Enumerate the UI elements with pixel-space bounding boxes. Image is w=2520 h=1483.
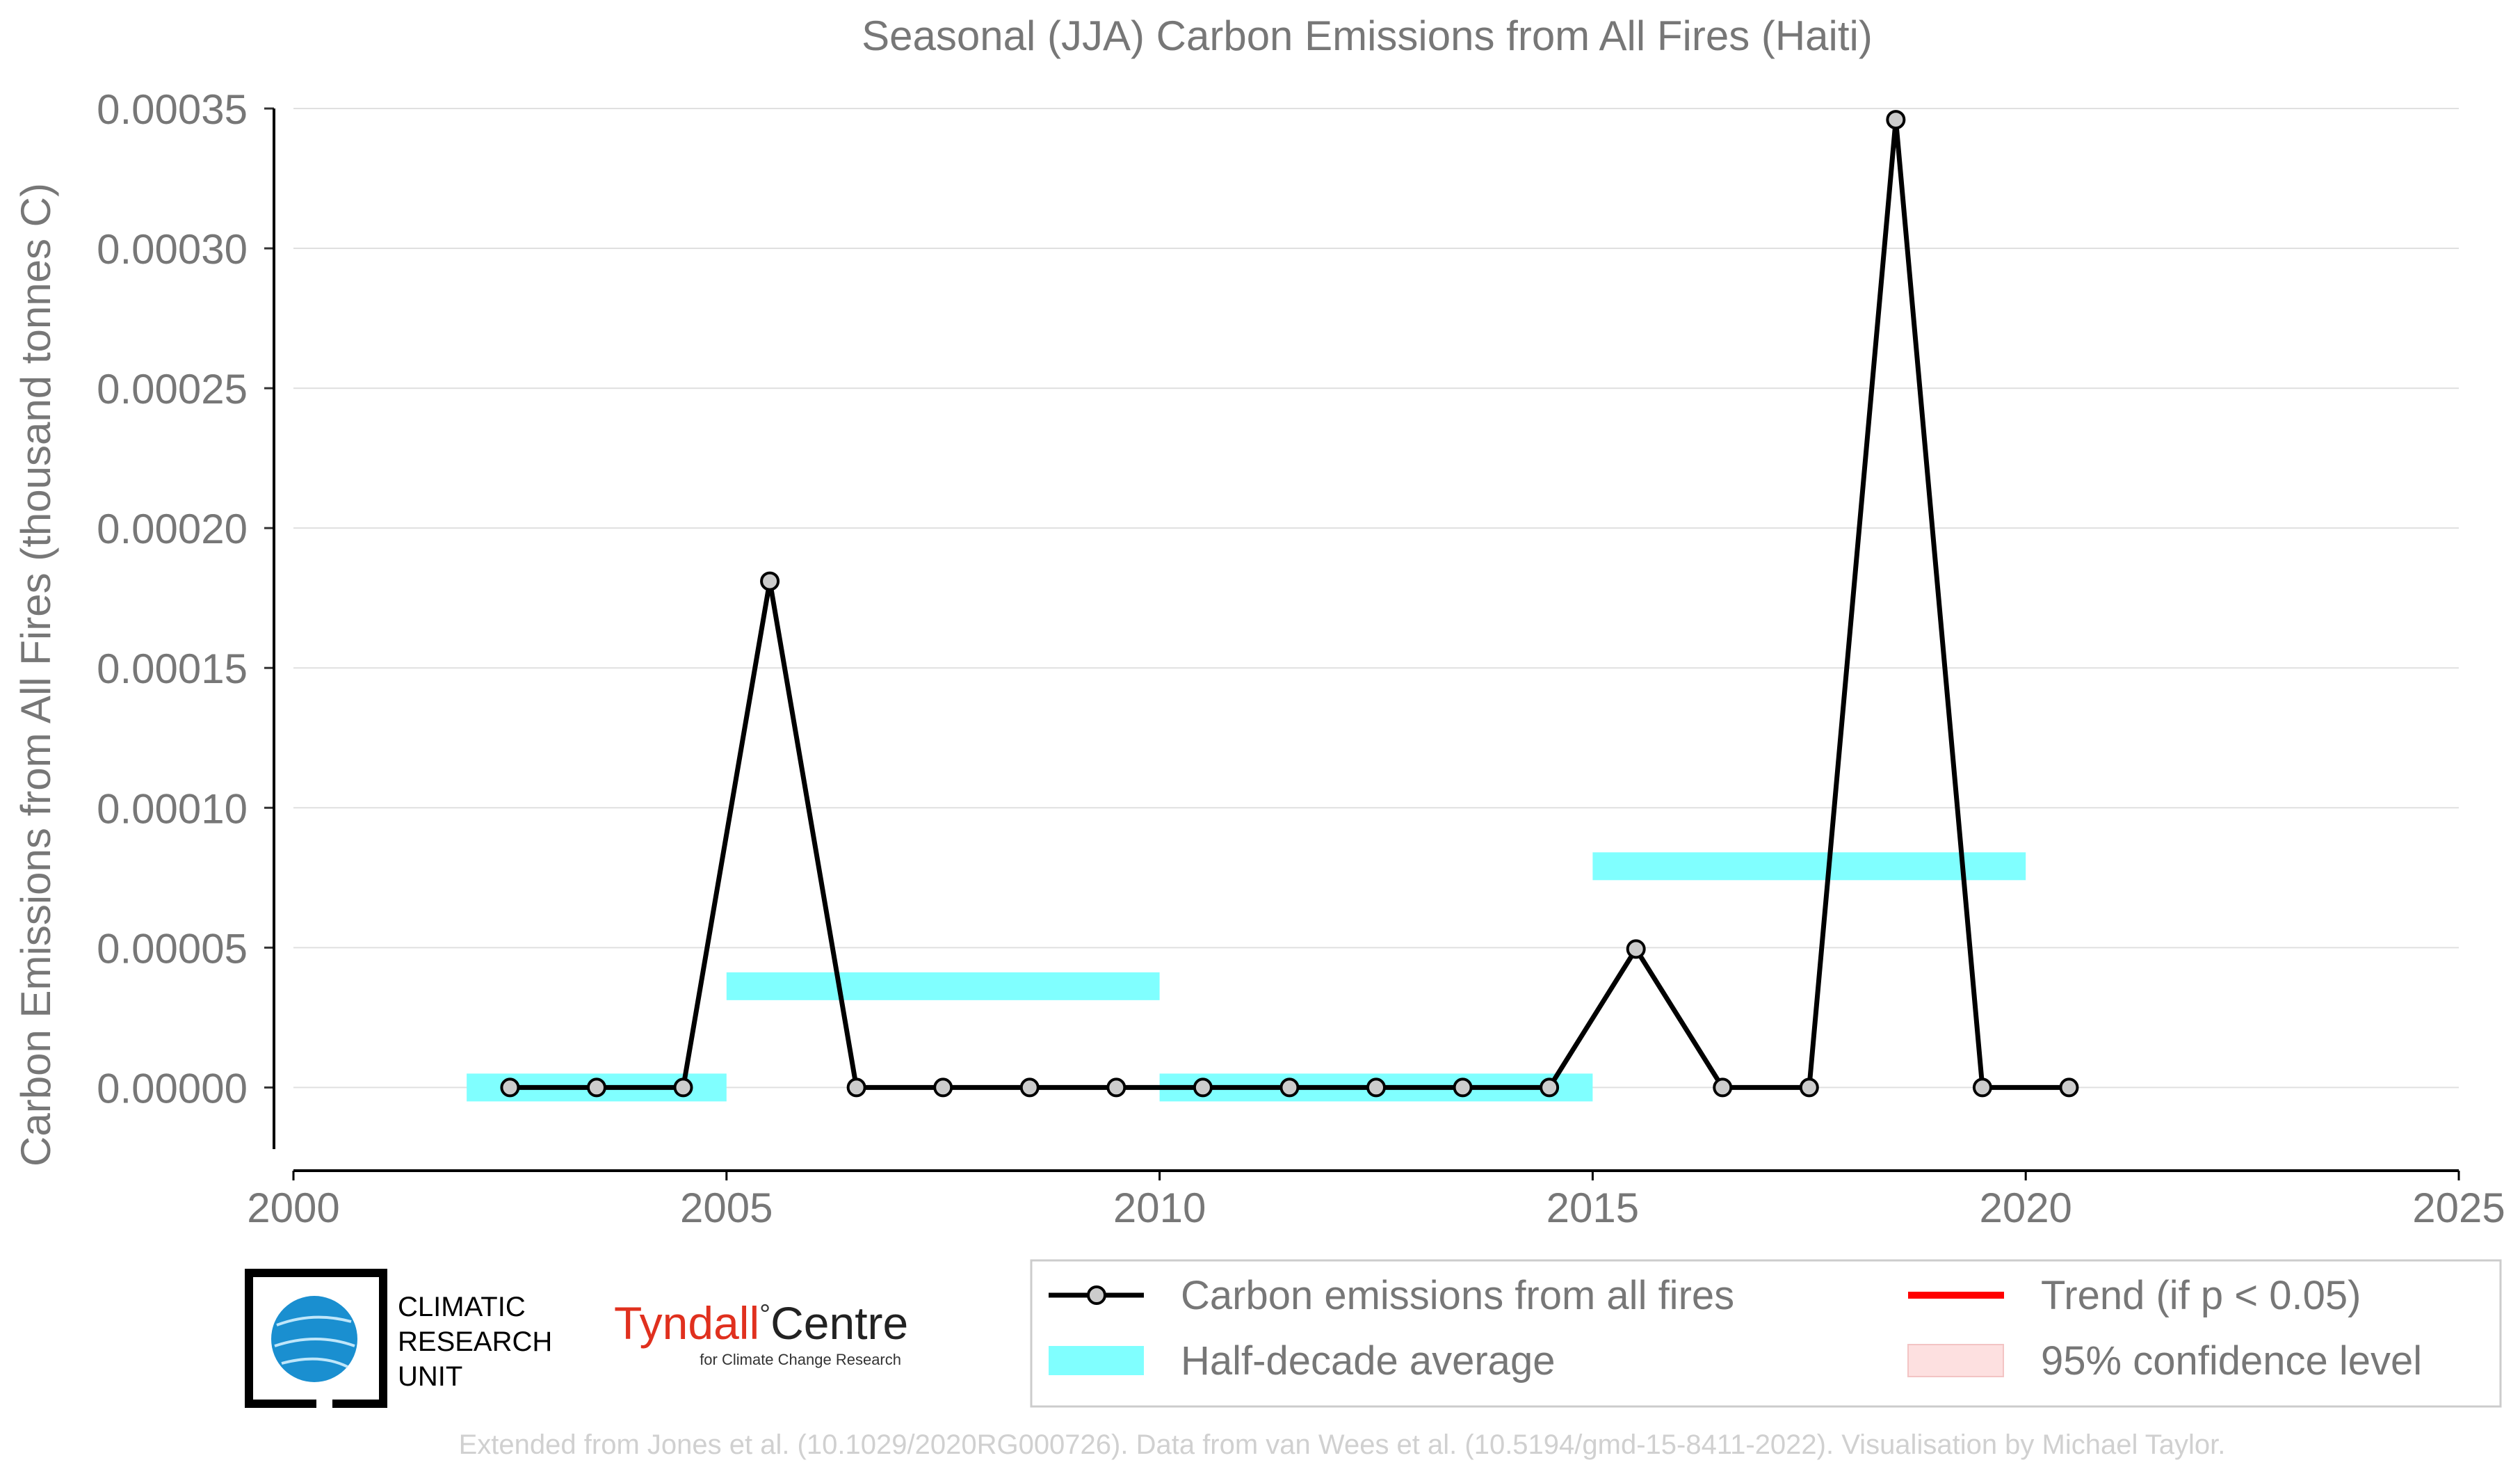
cru-bracket-right [316, 1269, 387, 1408]
tyndall-logo: Tyndall°Centre for Climate Change Resear… [614, 1297, 908, 1368]
data-point [1366, 1077, 1386, 1098]
legend: Carbon emissions from all fires Trend (i… [1030, 1259, 2502, 1408]
globe-streak-1 [276, 1315, 352, 1326]
data-point [500, 1077, 520, 1098]
data-point [2059, 1077, 2079, 1098]
tyndall-name: Tyndall°Centre [614, 1297, 908, 1349]
data-point [673, 1077, 693, 1098]
y-tick-label: 0.00015 [97, 646, 248, 692]
data-point [1019, 1077, 1040, 1098]
data-point [1713, 1077, 1733, 1098]
grid [264, 107, 2459, 1089]
legend-label-trend: Trend (if p < 0.05) [2041, 1273, 2361, 1318]
cru-line-3: UNIT [398, 1361, 462, 1392]
half-decade-band [726, 972, 1160, 1000]
chart-title: Seasonal (JJA) Carbon Emissions from All… [862, 13, 1873, 59]
y-tick-label: 0.00010 [97, 785, 248, 832]
y-tick-label: 0.00000 [97, 1065, 248, 1112]
x-tick-label: 2010 [1113, 1185, 1206, 1231]
data-point [760, 571, 780, 591]
tyndall-name-part1: Tyndall [614, 1297, 759, 1349]
data-point [1193, 1077, 1213, 1098]
x-tick-label: 2025 [2412, 1185, 2505, 1231]
y-tick-labels: 0.00000 0.00005 0.00010 0.00015 0.00020 0.000… [97, 86, 248, 1112]
x-tick-label: 2020 [1979, 1185, 2071, 1231]
data-point [933, 1077, 953, 1098]
x-tick-label: 2005 [680, 1185, 773, 1231]
cru-logo: CLIMATIC RESEARCH UNIT [245, 1269, 552, 1408]
axes [273, 109, 2459, 1172]
data-point [1799, 1077, 1819, 1098]
data-point [1279, 1077, 1300, 1098]
series-line [510, 119, 2069, 1090]
y-tick-label: 0.00035 [97, 86, 248, 133]
legend-label-half-decade: Half-decade average [1181, 1338, 1555, 1384]
x-tick-labels: 2000 2005 2010 2015 2020 2025 [247, 1171, 2505, 1231]
y-axis-label: Carbon Emissions from All Fires (thousan… [13, 183, 59, 1167]
data-point [1453, 1077, 1473, 1098]
data-point [846, 1077, 866, 1098]
y-tick-label: 0.00025 [97, 366, 248, 412]
globe-streak-2 [274, 1338, 355, 1347]
tyndall-name-part2: Centre [770, 1297, 908, 1349]
credits: Extended from Jones et al. (10.1029/2020… [459, 1429, 2226, 1460]
cru-line-1: CLIMATIC [398, 1292, 526, 1322]
data-point [1626, 939, 1646, 959]
legend-marker-emissions [1087, 1285, 1106, 1305]
data-point [1106, 1077, 1126, 1098]
legend-label-confidence: 95% confidence level [2041, 1338, 2422, 1384]
half-decade-band [1592, 852, 2026, 881]
data-point [1886, 110, 1906, 130]
data-point [1972, 1077, 1992, 1098]
data-point [586, 1077, 606, 1098]
x-tick-label: 2015 [1546, 1185, 1639, 1231]
x-tick-label: 2000 [247, 1185, 339, 1231]
cru-line-2: RESEARCH [398, 1326, 552, 1357]
data-point [1540, 1077, 1560, 1098]
legend-frame [1030, 1259, 2502, 1408]
tyndall-subtitle: for Climate Change Research [700, 1351, 901, 1368]
globe-streak-3 [281, 1357, 348, 1368]
legend-swatch-confidence [1907, 1344, 2004, 1377]
y-tick-label: 0.00030 [97, 226, 248, 273]
series-carbon-emissions [500, 110, 2079, 1098]
legend-swatch-half-decade [1049, 1346, 1144, 1375]
y-tick-label: 0.00005 [97, 925, 248, 972]
y-tick-label: 0.00020 [97, 506, 248, 552]
tyndall-degree: ° [759, 1299, 770, 1330]
cru-bracket-left [245, 1269, 316, 1408]
legend-label-emissions: Carbon emissions from all fires [1181, 1273, 1734, 1318]
